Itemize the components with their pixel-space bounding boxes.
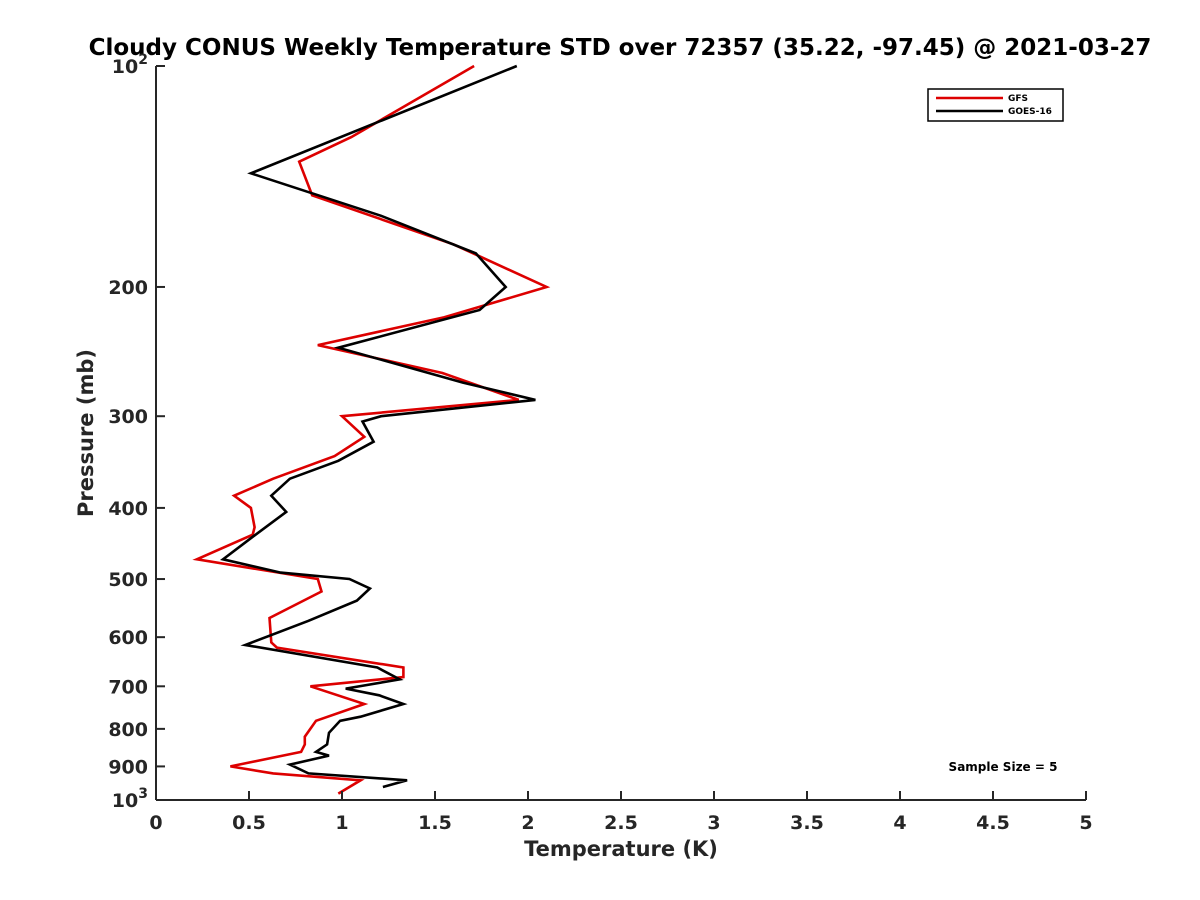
y-tick-label: 700 <box>108 676 148 698</box>
x-tick-label: 3 <box>707 812 720 834</box>
x-tick-label: 2.5 <box>604 812 638 834</box>
x-tick-label: 3.5 <box>790 812 824 834</box>
sample-size-annotation: Sample Size = 5 <box>949 760 1058 774</box>
legend-label-gfs: GFS <box>1008 94 1028 104</box>
x-axis-label: Temperature (K) <box>524 837 718 861</box>
y-tick-label: 500 <box>108 569 148 591</box>
x-tick-label: 5 <box>1079 812 1092 834</box>
x-tick-label: 2 <box>521 812 534 834</box>
y-tick-label: 600 <box>108 627 148 649</box>
legend-label-goes16: GOES-16 <box>1008 107 1052 117</box>
y-tick-label: 200 <box>108 277 148 299</box>
series-layer <box>192 64 551 795</box>
x-tick-label: 4.5 <box>976 812 1010 834</box>
tick-layer: 0 0.5 1 1.5 2 2.5 3 3.5 4 4.5 5 102 200 300 400 500 600 7… <box>108 52 1092 834</box>
legend: GFS GOES-16 <box>927 88 1064 122</box>
legend-box <box>927 88 1064 122</box>
y-tick-label: 102 <box>112 52 148 78</box>
y-axis-label: Pressure (mb) <box>74 349 98 517</box>
y-tick-label: 103 <box>112 786 148 812</box>
plot-area: 0 0.5 1 1.5 2 2.5 3 3.5 4 4.5 5 102 200 300 400 500 600 7… <box>108 52 1092 834</box>
x-tick-label: 1 <box>335 812 348 834</box>
y-tick-label: 900 <box>108 756 148 778</box>
chart-title: Cloudy CONUS Weekly Temperature STD over… <box>89 35 1152 61</box>
series-line-gfs <box>192 64 551 795</box>
x-tick-label: 4 <box>893 812 906 834</box>
y-tick-label: 800 <box>108 719 148 741</box>
series-line-goes16 <box>220 64 536 789</box>
y-tick-label: 300 <box>108 406 148 428</box>
y-tick-label: 400 <box>108 498 148 520</box>
x-tick-label: 0.5 <box>232 812 266 834</box>
x-tick-label: 0 <box>149 812 162 834</box>
x-tick-label: 1.5 <box>418 812 452 834</box>
